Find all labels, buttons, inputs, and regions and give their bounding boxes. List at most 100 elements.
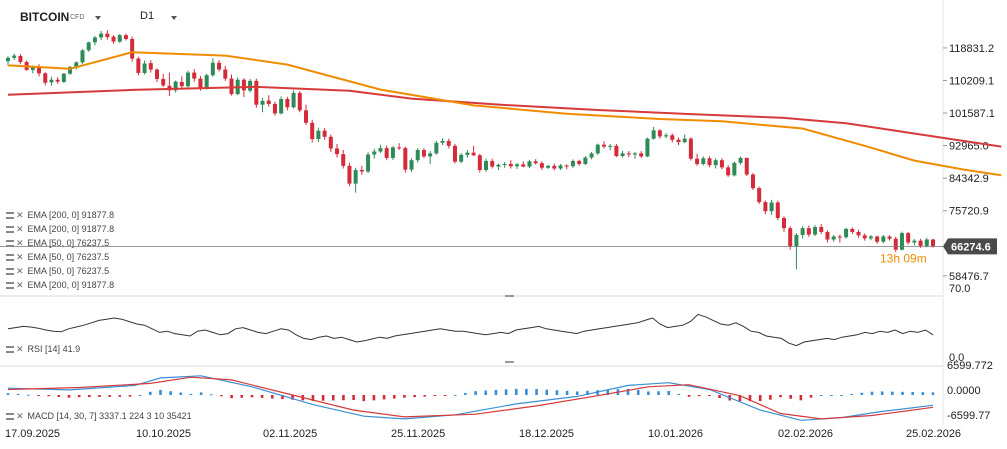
macd-histogram-bar: [382, 395, 386, 400]
candle: [55, 79, 60, 82]
indicator-settings-icon[interactable]: [6, 413, 14, 421]
indicator-settings-icon[interactable]: [6, 346, 14, 354]
candle: [788, 228, 793, 247]
macd-histogram-bar: [484, 390, 488, 395]
candle: [695, 158, 700, 164]
candle: [74, 62, 79, 67]
remove-indicator-icon[interactable]: ✕: [16, 280, 24, 290]
macd-histogram-bar: [474, 391, 477, 395]
candle: [906, 233, 911, 243]
macd-histogram-bar: [840, 395, 843, 396]
macd-histogram-bar: [555, 390, 559, 395]
remove-indicator-icon[interactable]: ✕: [16, 210, 24, 220]
candle: [6, 57, 10, 62]
candle: [80, 50, 85, 63]
candle: [750, 174, 755, 189]
pane-resize-handle: [505, 295, 514, 297]
macd-histogram-bar: [565, 390, 569, 395]
candle: [583, 157, 588, 164]
candle: [918, 240, 923, 246]
remove-indicator-icon[interactable]: ✕: [16, 224, 24, 234]
candle: [266, 100, 271, 104]
candle: [726, 167, 731, 176]
indicator-settings-icon[interactable]: [6, 226, 14, 234]
timeframe-dropdown-chevron-icon[interactable]: [171, 16, 177, 20]
legend-macd-item[interactable]: ✕ MACD [14, 30, 7] 3337.1 224 3 10 35421: [6, 411, 192, 422]
indicator-settings-icon[interactable]: [6, 212, 14, 220]
macd-histogram-bar: [372, 395, 376, 401]
macd-histogram-bar: [220, 395, 223, 397]
symbol-dropdown-chevron-icon[interactable]: [95, 16, 101, 20]
macd-histogram-bar: [47, 395, 50, 397]
candle: [142, 63, 147, 73]
macd-histogram-bar: [870, 391, 874, 395]
indicator-settings-icon[interactable]: [6, 254, 14, 262]
candle: [732, 162, 737, 176]
macd-histogram-bar: [240, 395, 244, 398]
candle: [601, 144, 606, 147]
candle: [608, 145, 613, 147]
legend-ema-item[interactable]: ✕ EMA [50, 0] 76237.5: [6, 266, 109, 277]
candle: [502, 163, 507, 165]
candle: [161, 78, 166, 86]
legend-ema-item[interactable]: ✕ EMA [200, 0] 91877.8: [6, 280, 114, 291]
candle: [428, 153, 433, 157]
candle: [682, 138, 687, 143]
remove-indicator-icon[interactable]: ✕: [16, 344, 24, 354]
candle: [465, 152, 470, 155]
time-axis-label: 17.09.2025: [5, 428, 60, 440]
remove-indicator-icon[interactable]: ✕: [16, 266, 24, 276]
candle-countdown: 13h 09m: [880, 251, 927, 265]
symbol-name[interactable]: BITCOIN: [20, 10, 70, 24]
candle: [130, 38, 135, 59]
candle: [341, 154, 346, 166]
time-axis-label: 18.12.2025: [519, 428, 574, 440]
macd-histogram-bar: [911, 391, 914, 395]
legend-rsi-item[interactable]: ✕ RSI [14] 41.9: [6, 344, 80, 355]
candle: [111, 36, 116, 42]
macd-histogram-bar: [321, 395, 325, 401]
price-tick-label: 110209.1: [949, 75, 994, 87]
macd-histogram-bar: [535, 389, 538, 395]
macd-histogram-bar: [179, 392, 183, 395]
remove-indicator-icon[interactable]: ✕: [16, 411, 24, 421]
candle: [533, 161, 538, 164]
candle: [61, 73, 66, 83]
legend-ema-item[interactable]: ✕ EMA [50, 0] 76237.5: [6, 238, 109, 249]
candle: [99, 33, 104, 38]
remove-indicator-icon[interactable]: ✕: [16, 238, 24, 248]
remove-indicator-icon[interactable]: ✕: [16, 252, 24, 262]
macd-histogram-bar: [159, 389, 162, 395]
timeframe-label[interactable]: D1: [140, 10, 155, 22]
indicator-settings-icon[interactable]: [6, 282, 14, 290]
candle: [328, 136, 333, 149]
candle: [825, 231, 830, 240]
candle: [837, 236, 842, 238]
legend-ema-item[interactable]: ✕ EMA [50, 0] 76237.5: [6, 252, 109, 263]
current-price-label: 66274.6: [951, 241, 991, 253]
indicator-settings-icon[interactable]: [6, 240, 14, 248]
legend-ema-item[interactable]: ✕ EMA [200, 0] 91877.8: [6, 210, 114, 221]
candle: [595, 144, 600, 154]
candle: [527, 161, 532, 167]
indicator-settings-icon[interactable]: [6, 268, 14, 276]
price-tick-label: 75720.9: [949, 206, 989, 218]
candle: [173, 81, 178, 91]
candle: [539, 163, 544, 168]
legend-ema-item[interactable]: ✕ EMA [200, 0] 91877.8: [6, 224, 114, 235]
macd-histogram-bar: [169, 391, 172, 395]
candle: [434, 142, 439, 154]
candle: [12, 55, 17, 58]
candle: [813, 227, 818, 235]
macd-histogram-bar: [738, 395, 742, 402]
candle: [384, 148, 389, 158]
macd-histogram-bar: [525, 388, 528, 395]
candle: [875, 236, 880, 242]
time-axis-label: 10.01.2026: [648, 428, 703, 440]
candle: [198, 78, 203, 89]
macd-histogram-bar: [260, 395, 264, 398]
candle: [186, 72, 191, 87]
candle: [390, 147, 395, 158]
macd-line: [7, 375, 934, 421]
